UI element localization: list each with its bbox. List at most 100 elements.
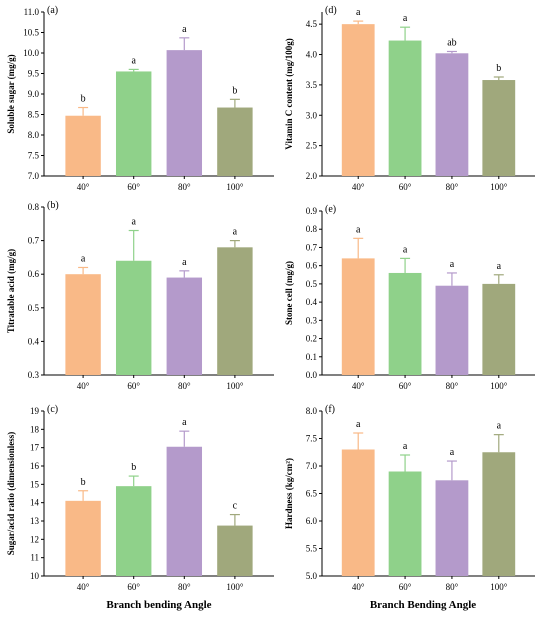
y-tick-label: 5.0 [306, 571, 318, 581]
bar [435, 480, 469, 576]
y-tick-label: 17 [30, 443, 40, 453]
x-tick-label: 60° [399, 582, 412, 592]
y-tick-label: 0.8 [28, 202, 40, 212]
bar [65, 500, 101, 576]
bar [115, 260, 152, 375]
bar [435, 53, 469, 176]
y-tick-label: 7.0 [306, 461, 318, 471]
y-tick-label: 0.6 [28, 269, 40, 279]
y-tick-label: 10.0 [23, 48, 39, 58]
bar [166, 446, 203, 576]
bar [341, 258, 375, 375]
y-tick-label: 7.5 [28, 151, 40, 161]
y-tick-label: 0.4 [306, 297, 318, 307]
y-axis-title: Titratable acid (mg/g) [6, 249, 16, 333]
x-axis-title-left: Branch bending Angle [106, 599, 211, 611]
y-tick-label: 0.6 [306, 261, 318, 271]
bar [435, 285, 469, 375]
y-tick-label: 0.8 [306, 224, 318, 234]
y-tick-label: 0.5 [306, 279, 318, 289]
significance-letter: a [450, 447, 455, 458]
x-tick-label: 80° [178, 182, 191, 192]
bar [388, 40, 422, 176]
y-tick-label: 15 [30, 479, 40, 489]
panel-label: (f) [325, 404, 335, 415]
y-tick-label: 12 [30, 534, 39, 544]
x-tick-label: 40° [77, 381, 90, 391]
x-tick-label: 80° [446, 381, 459, 391]
y-tick-label: 3.5 [306, 80, 318, 90]
bar [388, 272, 422, 375]
y-tick-label: 2.0 [306, 171, 318, 181]
chart-panel: 0.3 0.4 0.5 0.6 0.7 0.8 Titratable acid (mg/g)… [6, 200, 274, 391]
bar [217, 525, 253, 576]
y-tick-label: 0.7 [306, 242, 318, 252]
x-tick-label: 100° [226, 582, 244, 592]
bar [166, 277, 203, 375]
y-tick-label: 4.5 [306, 19, 318, 29]
y-tick-label: 14 [30, 498, 40, 508]
y-axis-title: Hardness (kg/cm²) [284, 458, 294, 529]
significance-letter: c [233, 501, 238, 512]
y-tick-label: 9.0 [28, 89, 40, 99]
chart-panel: 2.0 2.5 3.0 3.5 4.0 4.5 Vitamin C content (mg/… [284, 5, 535, 192]
y-tick-label: 10.5 [23, 28, 39, 38]
panels: 7.0 7.5 8.0 8.5 9.0 9.5 10.0 10.5 11.0 Soluble su… [6, 5, 535, 592]
x-tick-label: 100° [490, 582, 508, 592]
significance-letter: a [81, 253, 86, 264]
bar [65, 115, 101, 176]
x-tick-label: 40° [352, 582, 365, 592]
significance-letter: ab [447, 37, 456, 48]
y-tick-label: 18 [30, 424, 40, 434]
chart-panel: 5.0 5.5 6.0 6.5 7.0 7.5 8.0 Hardness (kg/cm²) (f… [284, 404, 535, 592]
significance-letter: b [131, 462, 136, 473]
y-tick-label: 8.0 [28, 130, 40, 140]
y-tick-label: 10 [30, 571, 40, 581]
y-tick-label: 0.5 [28, 303, 40, 313]
panel-label: (c) [47, 404, 58, 415]
significance-letter: a [403, 13, 408, 24]
y-axis-title: Vitamin C content (mg/100g) [284, 38, 294, 149]
y-tick-label: 8.0 [306, 406, 318, 416]
significance-letter: a [403, 244, 408, 255]
bar [388, 471, 422, 576]
bar [166, 50, 203, 176]
x-tick-label: 60° [127, 182, 140, 192]
x-tick-label: 80° [178, 381, 191, 391]
significance-letter: b [81, 477, 86, 488]
bar [482, 283, 516, 375]
y-tick-label: 0.2 [306, 334, 317, 344]
bar [217, 247, 253, 375]
y-tick-label: 0.3 [28, 370, 40, 380]
significance-letter: a [497, 261, 502, 272]
significance-letter: a [131, 55, 136, 66]
x-tick-label: 100° [226, 182, 244, 192]
y-tick-label: 7.0 [28, 171, 40, 181]
bar [65, 274, 101, 375]
bar [115, 486, 152, 576]
significance-letter: a [182, 24, 187, 35]
y-tick-label: 0.3 [306, 315, 318, 325]
bar [217, 107, 253, 176]
y-tick-label: 6.5 [306, 489, 318, 499]
x-tick-label: 60° [127, 582, 140, 592]
significance-letter: a [356, 224, 361, 235]
significance-letter: a [182, 417, 187, 428]
y-tick-label: 3.0 [306, 110, 318, 120]
y-tick-label: 0.0 [306, 370, 318, 380]
significance-letter: a [497, 421, 502, 432]
x-tick-label: 40° [352, 381, 365, 391]
x-tick-label: 80° [178, 582, 191, 592]
chart-panel: 10 11 12 13 14 15 16 17 18 19 Sugar/acid ratio (di… [6, 404, 274, 592]
x-tick-label: 60° [399, 381, 412, 391]
chart-panel: 7.0 7.5 8.0 8.5 9.0 9.5 10.0 10.5 11.0 Soluble su… [6, 5, 274, 192]
bar [482, 452, 516, 576]
y-tick-label: 5.5 [306, 544, 318, 554]
bar [482, 80, 516, 176]
significance-letter: b [232, 85, 237, 96]
x-tick-label: 80° [446, 582, 459, 592]
y-tick-label: 6.0 [306, 516, 318, 526]
significance-letter: a [131, 217, 136, 228]
x-tick-label: 100° [490, 381, 508, 391]
